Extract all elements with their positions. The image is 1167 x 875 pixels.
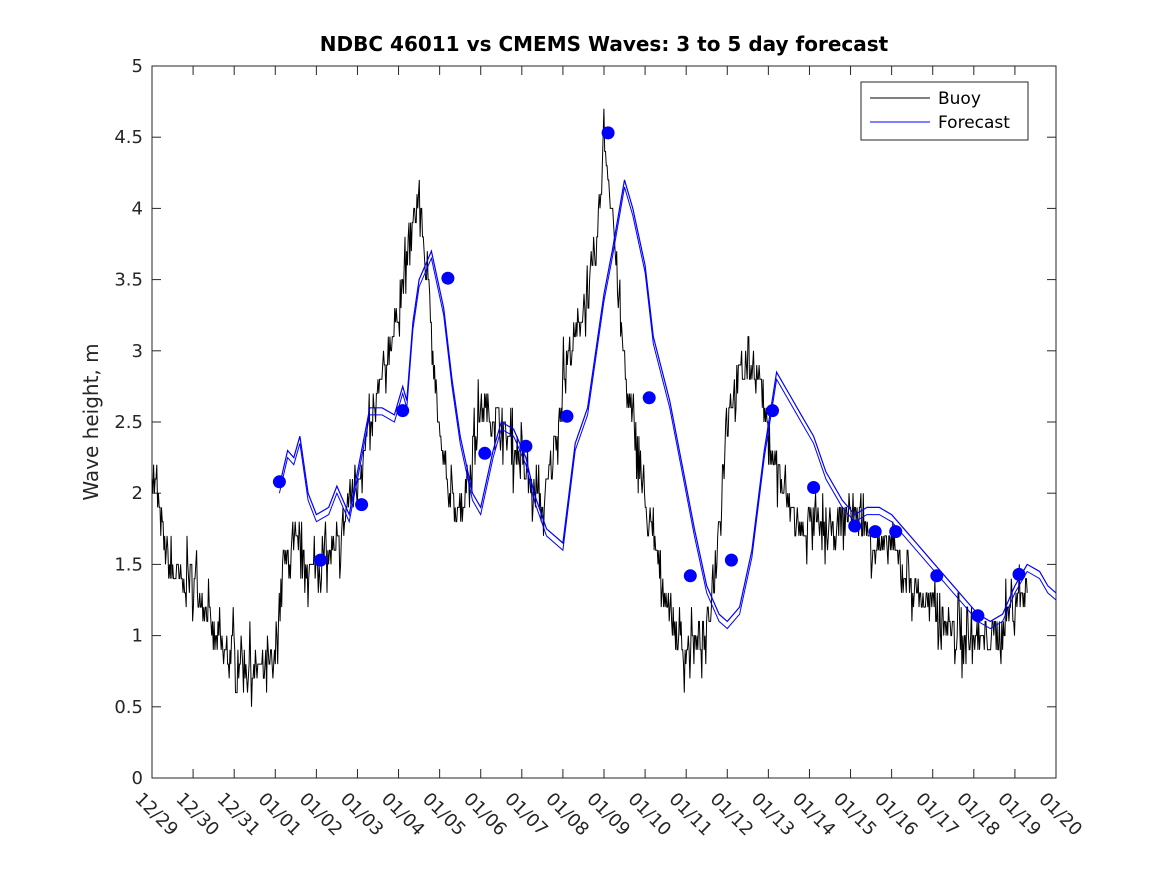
forecast-marker	[971, 609, 985, 623]
x-tick-label: 01/14	[788, 789, 840, 841]
buoy-line	[151, 108, 1028, 707]
x-tick-label: 01/11	[665, 789, 717, 841]
forecast-marker	[441, 271, 455, 285]
forecast-marker	[642, 391, 656, 405]
forecast-marker	[1012, 567, 1026, 581]
y-axis-label: Wave height, m	[79, 343, 103, 500]
legend-label-forecast: Forecast	[938, 113, 1010, 133]
y-tick-label: 1.5	[114, 554, 143, 575]
legend: Buoy Forecast	[860, 81, 1029, 141]
forecast-marker	[868, 525, 882, 539]
series-layer	[151, 108, 1057, 707]
x-tick-label: 01/19	[993, 789, 1045, 841]
forecast-marker	[519, 439, 533, 453]
forecast-marker	[560, 409, 574, 423]
x-tick-label: 01/15	[829, 789, 881, 841]
x-tick-label: 01/16	[870, 789, 922, 841]
forecast-marker	[601, 126, 615, 140]
x-tick-label: 01/08	[541, 789, 593, 841]
forecast-marker	[478, 446, 492, 460]
x-tick-label: 01/13	[747, 789, 799, 841]
x-tick-label: 01/06	[459, 789, 511, 841]
y-tick-label: 2	[132, 483, 143, 504]
x-tick-label: 01/02	[295, 789, 347, 841]
forecast-marker	[355, 498, 369, 512]
chart-title: NDBC 46011 vs CMEMS Waves: 3 to 5 day fo…	[320, 32, 889, 56]
x-tick-label: 01/03	[336, 789, 388, 841]
forecast-marker	[848, 519, 862, 533]
x-tick-label: 01/17	[911, 789, 963, 841]
y-tick-label: 3	[132, 341, 143, 362]
y-tick-label: 1	[132, 626, 143, 647]
y-tick-label: 2.5	[114, 412, 143, 433]
y-tick-label: 0	[132, 768, 143, 789]
x-tick-label: 01/09	[582, 789, 634, 841]
x-tick-label: 01/05	[418, 789, 470, 841]
x-tick-label: 01/07	[500, 789, 552, 841]
y-tick-label: 3.5	[114, 270, 143, 291]
legend-label-buoy: Buoy	[938, 89, 981, 109]
x-tick-label: 01/04	[377, 789, 429, 841]
x-tick-label: 12/31	[213, 789, 265, 841]
x-tick-label: 01/10	[624, 789, 676, 841]
y-axis-ticks: 0 0.5 1 1.5 2 2.5 3 3.5 4 4.5 5	[114, 56, 1056, 789]
forecast-line	[278, 179, 1057, 623]
x-tick-label: 01/12	[706, 789, 758, 841]
forecast-marker	[396, 404, 410, 418]
forecast-marker	[724, 553, 738, 567]
forecast-marker	[889, 525, 903, 539]
plot-area	[151, 65, 1057, 779]
x-tick-label: 12/29	[130, 789, 182, 841]
forecast-marker	[807, 481, 821, 494]
x-tick-label: 01/18	[952, 789, 1004, 841]
forecast-line-secondary	[278, 186, 1057, 630]
y-tick-label: 4.5	[114, 127, 143, 148]
forecast-marker	[272, 475, 286, 489]
forecast-marker	[766, 404, 779, 418]
forecast-marker	[930, 569, 944, 583]
y-tick-label: 4	[132, 198, 143, 219]
x-tick-label: 12/30	[172, 789, 224, 841]
x-tick-label: 01/20	[1034, 789, 1086, 841]
y-tick-label: 5	[132, 56, 143, 77]
legend-box	[860, 81, 1029, 141]
forecast-marker	[683, 569, 697, 583]
forecast-markers	[272, 126, 1026, 623]
y-tick-label: 0.5	[114, 697, 143, 718]
x-tick-label: 01/01	[254, 789, 306, 841]
forecast-marker	[314, 553, 327, 567]
